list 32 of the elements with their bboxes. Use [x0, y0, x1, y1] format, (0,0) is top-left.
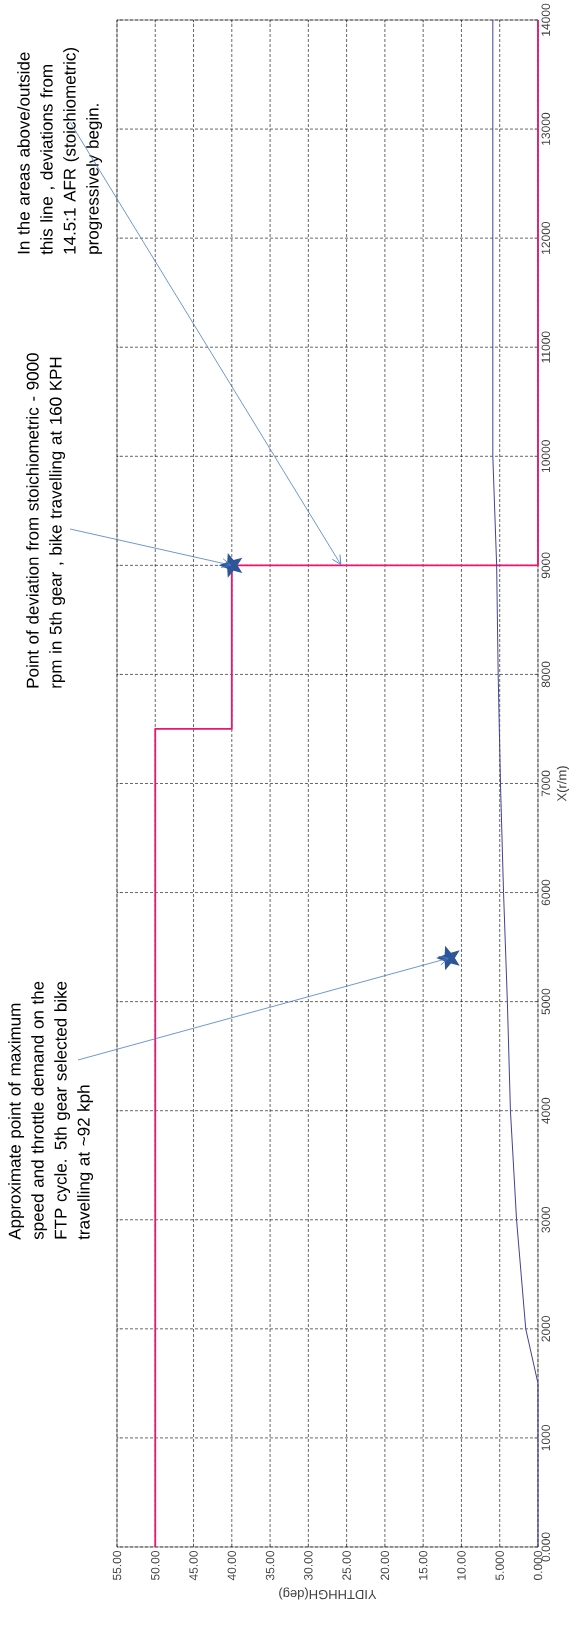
- y-tick-label: 4000: [541, 1097, 550, 1124]
- y-tick-label: 9000: [541, 552, 550, 579]
- y-tick-label: 14000: [541, 3, 550, 36]
- x-tick-label: 25.00: [342, 1550, 351, 1580]
- x-tick-label: 10.00: [457, 1550, 466, 1580]
- x-axis-title: YIDTHHGH(deg): [279, 1587, 377, 1600]
- annotation: Approximate point of maximum speed and throttle demand on the FTP cycle. 5th gear selected bike travelling at ~92 kph: [8, 981, 94, 1240]
- x-tick-label: 50.00: [151, 1550, 160, 1581]
- y-tick-label: 11000: [541, 331, 550, 363]
- y-tick-label: 12000: [541, 221, 550, 254]
- y-tick-label: 8000: [541, 661, 550, 688]
- x-tick-label: 30.00: [304, 1550, 313, 1581]
- y-tick-label: 3000: [541, 1206, 550, 1233]
- x-tick-label: 55.00: [112, 1550, 122, 1581]
- x-tick-label: 45.00: [189, 1550, 198, 1581]
- x-tick-label: 5.000: [495, 1550, 504, 1581]
- x-tick-label: 35.00: [265, 1550, 275, 1581]
- x-tick-label: 15.00: [418, 1550, 428, 1580]
- y-tick-label: 10000: [541, 440, 550, 473]
- x-tick-label: 40.00: [227, 1550, 237, 1581]
- annotation: Point of deviation from stoichiometric - 9000 rpm in 5th gear , bike travelling at 160 KPH: [26, 353, 66, 688]
- y-tick-label: 1000: [541, 1425, 550, 1451]
- x-tick-label: 20.00: [380, 1550, 390, 1580]
- y-tick-label: 13000: [541, 112, 550, 145]
- y-tick-label: 5000: [541, 988, 550, 1015]
- y-tick-label: 6000: [541, 879, 550, 906]
- y-tick-label: 7000: [541, 770, 550, 797]
- line-series: [492, 19, 539, 1548]
- y-axis-title: X(r/m): [556, 766, 569, 802]
- y-tick-label: 2000: [541, 1315, 550, 1342]
- annotation: In the areas above/outside this line , deviations from 14.5:1 AFR (stoichiometric) progressively begin.: [17, 48, 103, 255]
- line-series: [154, 19, 539, 1548]
